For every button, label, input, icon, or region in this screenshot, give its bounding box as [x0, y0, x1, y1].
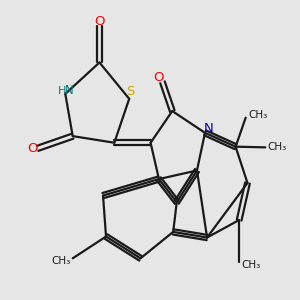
Text: O: O	[27, 142, 38, 155]
Text: O: O	[94, 15, 105, 28]
Text: CH₃: CH₃	[51, 256, 70, 266]
Text: H: H	[58, 85, 66, 96]
Text: N: N	[204, 122, 213, 135]
Text: N: N	[64, 84, 73, 97]
Text: S: S	[127, 85, 135, 98]
Text: CH₃: CH₃	[242, 260, 261, 270]
Text: O: O	[154, 71, 164, 84]
Text: CH₃: CH₃	[268, 142, 287, 152]
Text: CH₃: CH₃	[248, 110, 267, 120]
